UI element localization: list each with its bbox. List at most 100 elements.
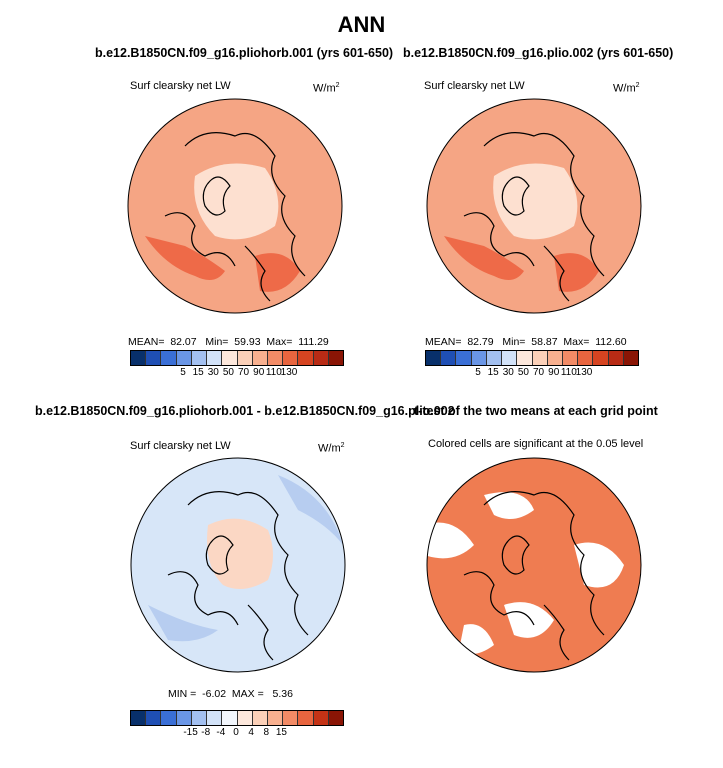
panel4-coastlines [463,491,605,661]
colorbar-swatch [207,711,223,725]
panel2-warm-region-2 [554,253,599,292]
colorbar-swatch [471,351,487,365]
panel3-coastlines [167,491,309,661]
colorbar-swatch [161,711,177,725]
colorbar-swatch [191,351,208,365]
panel4-case-title: t-test of the two means at each grid poi… [414,404,658,418]
panel4-insignificant-region [427,522,474,559]
colorbar-swatch [623,351,639,365]
panel2-variable-label: Surf clearsky net LW [424,80,525,92]
panel4-significance-field [427,458,641,672]
panel1-coastlines [164,132,306,302]
colorbar-swatch [237,351,253,365]
colorbar-tick-label: 130 [280,367,298,378]
panel2-stats: MEAN= 82.79 Min= 58.87 Max= 112.60 [425,336,627,348]
colorbar-tick-label: 70 [533,367,545,378]
colorbar-tick-label: 15 [192,367,204,378]
colorbar-swatch [517,351,533,365]
panel3-colorbar [130,710,344,726]
colorbar-swatch [237,711,253,725]
colorbar-swatch [222,711,238,725]
panel2-case-title: b.e12.B1850CN.f09_g16.plio.002 (yrs 601-… [403,46,674,60]
colorbar-tick-label: 8 [263,727,270,738]
colorbar-swatch [146,351,162,365]
colorbar-tick-label: 90 [253,367,265,378]
panel1-variable-label: Surf clearsky net LW [130,80,231,92]
colorbar-swatch [191,711,208,725]
panel1-colorbar [130,350,344,366]
panel1-case-title: b.e12.B1850CN.f09_g16.pliohorb.001 (yrs … [95,46,394,60]
panel1-warm-region [145,236,225,280]
colorbar-tick-label: -4 [216,727,226,738]
colorbar-tick-label: 70 [238,367,250,378]
colorbar-tick-label: 15 [487,367,499,378]
colorbar-tick-label: 30 [502,367,514,378]
colorbar-swatch [298,711,314,725]
colorbar-swatch [328,711,344,725]
colorbar-swatch [146,711,162,725]
colorbar-swatch [252,711,268,725]
colorbar-tick-label: -15 [183,727,198,738]
panel4-note: Colored cells are significant at the 0.0… [428,438,644,450]
panel2-warm-region [444,236,524,280]
colorbar-swatch [252,351,268,365]
colorbar-swatch [456,351,472,365]
colorbar-tick-label: 0 [233,727,239,738]
colorbar-swatch [502,351,518,365]
panel4-insignificant-region-2 [484,492,534,519]
colorbar-tick-label: 130 [575,367,593,378]
panel3-units-label: W/m2 [318,442,345,455]
colorbar-swatch [207,351,223,365]
panel1-polar-map [127,98,343,314]
colorbar-tick-label: 110 [560,367,577,378]
colorbar-swatch [267,711,284,725]
panel3-stats: MIN = -6.02 MAX = 5.36 [168,688,293,700]
colorbar-tick-label: 4 [248,727,254,738]
panel1-arctic-field [194,163,279,240]
colorbar-tick-label: 50 [222,367,234,378]
figure-title: ANN [337,12,386,37]
colorbar-swatch [283,711,299,725]
colorbar-swatch [176,351,192,365]
panel3-variable-label: Surf clearsky net LW [130,440,231,452]
colorbar-swatch [161,351,177,365]
colorbar-swatch [486,351,503,365]
panel4-insignificant-region-3 [574,542,624,588]
colorbar-swatch [532,351,548,365]
colorbar-tick-label: 5 [180,367,186,378]
colorbar-swatch [547,351,563,365]
panel2-arctic-field [493,163,578,240]
colorbar-tick-label: 50 [517,367,529,378]
colorbar-tick-label: 110 [265,367,282,378]
colorbar-swatch [222,351,238,365]
panel1-warm-region-2 [255,253,300,292]
colorbar-swatch [441,351,457,365]
colorbar-swatch [298,351,314,365]
panel2-colorbar [425,350,639,366]
colorbar-tick-label: 30 [207,367,219,378]
panel4-polar-map [426,457,642,673]
panel1-stats: MEAN= 82.07 Min= 59.93 Max= 111.29 [128,336,329,348]
colorbar-swatch [562,351,579,365]
colorbar-swatch [313,351,329,365]
panel1-units-label: W/m2 [313,82,340,95]
colorbar-swatch [328,351,344,365]
colorbar-tick-label: 15 [275,727,287,738]
colorbar-swatch [267,351,284,365]
panel3-negative-region [278,475,343,545]
panel3-polar-map [130,457,346,673]
colorbar-swatch [313,711,329,725]
panel3-negative-region-2 [148,605,218,642]
colorbar-swatch [608,351,624,365]
panel4-insignificant-region-5 [459,624,494,654]
colorbar-tick-label: 5 [475,367,481,378]
colorbar-swatch [176,711,192,725]
panel2-polar-map [426,98,642,314]
panel2-coastlines [463,132,605,302]
colorbar-swatch [578,351,594,365]
colorbar-swatch [426,351,442,365]
colorbar-tick-label: 90 [548,367,560,378]
panel3-case-title: b.e12.B1850CN.f09_g16.pliohorb.001 - b.e… [35,404,455,418]
colorbar-swatch [131,351,147,365]
colorbar-swatch [283,351,299,365]
